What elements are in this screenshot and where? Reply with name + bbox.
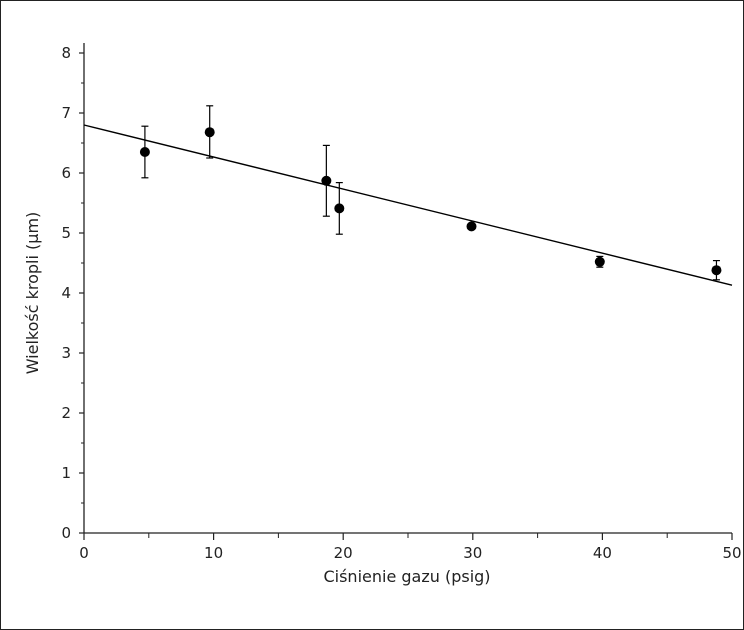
data-point [594,256,605,267]
y-tick-label: 8 [61,44,71,62]
data-points [139,105,722,281]
y-tick-label: 5 [61,224,71,242]
trendline [83,124,733,286]
x-tick-label: 30 [463,544,482,562]
y-tick-label: 7 [61,104,71,122]
data-point [321,175,332,186]
data-point [711,265,722,276]
x-tick-label: 50 [722,544,741,562]
y-tick-label: 0 [61,524,71,542]
ticks: 0 10 20 30 40 50 0 1 2 3 4 5 6 7 8 [61,44,741,562]
y-tick-label: 1 [61,464,71,482]
y-axis-title: Wielkość kropli (µm) [23,212,42,375]
trendline-group [83,124,733,286]
y-tick-label: 6 [61,164,71,182]
x-tick-label: 10 [204,544,223,562]
y-tick-label: 3 [61,344,71,362]
y-tick-label: 4 [61,284,71,302]
data-point [139,147,150,157]
x-tick-label: 20 [334,544,353,562]
x-axis-title: Ciśnienie gazu (psig) [323,567,490,586]
data-point [466,221,477,232]
y-tick-label: 2 [61,404,71,422]
data-point [334,203,345,214]
axes [83,43,732,534]
x-tick-label: 0 [79,544,89,562]
x-tick-label: 40 [593,544,612,562]
data-point [204,127,215,138]
